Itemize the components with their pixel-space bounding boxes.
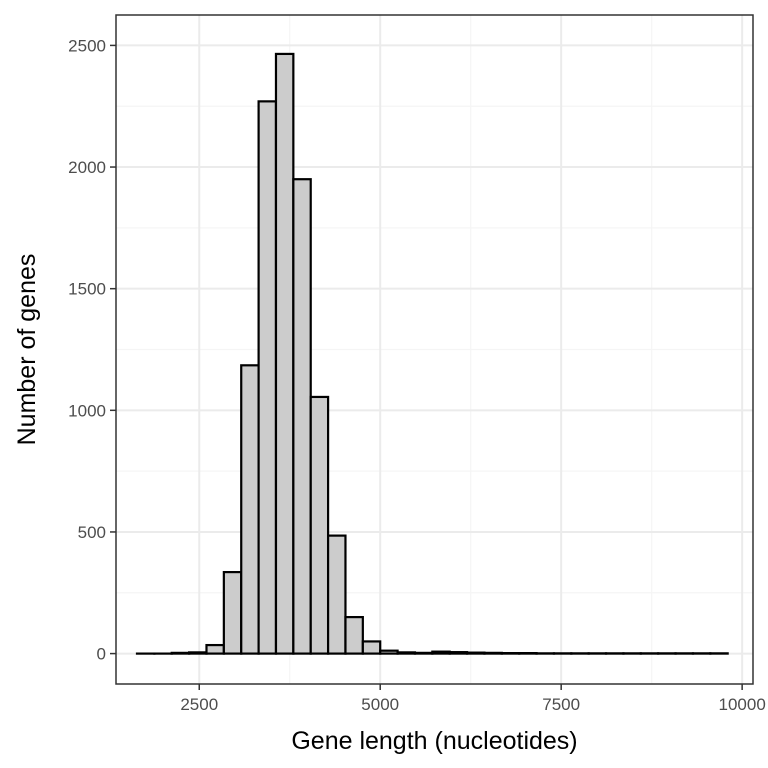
major-gridlines xyxy=(116,15,753,684)
y-axis-title: Number of genes xyxy=(13,254,41,446)
histogram-bar xyxy=(326,534,347,655)
histogram-bar xyxy=(344,615,364,655)
x-tick-label: 5000 xyxy=(361,695,399,714)
histogram-bar xyxy=(188,651,208,655)
x-tick-label: 10000 xyxy=(719,695,766,714)
y-tick-label: 1000 xyxy=(68,401,106,420)
x-tick-label: 2500 xyxy=(180,695,218,714)
panel-border xyxy=(115,14,754,685)
histogram-bar xyxy=(431,650,451,655)
y-tick-label: 1500 xyxy=(68,280,106,299)
histogram-bar xyxy=(170,651,191,655)
histogram-bar xyxy=(396,651,417,655)
histogram-bar xyxy=(483,651,503,655)
histogram-bar xyxy=(413,651,434,655)
y-tick-label: 2500 xyxy=(68,36,106,55)
histogram-bar xyxy=(379,649,399,655)
histogram-bar xyxy=(257,100,278,655)
y-tick-label: 0 xyxy=(97,645,106,664)
x-axis-title: Gene length (nucleotides) xyxy=(291,727,577,755)
histogram-bar xyxy=(222,570,243,655)
histogram-bar xyxy=(240,364,260,655)
histogram-bar xyxy=(361,640,382,655)
y-axis-ticks: 0 500 1000 1500 2000 2500 xyxy=(68,36,116,664)
histogram-bar xyxy=(292,178,312,655)
histogram-bar xyxy=(205,643,225,655)
y-tick-label: 2000 xyxy=(68,158,106,177)
x-tick-label: 7500 xyxy=(542,695,580,714)
histogram-bar xyxy=(465,651,486,655)
histogram-bar xyxy=(448,651,469,655)
histogram-bars xyxy=(135,52,729,655)
y-tick-label: 500 xyxy=(78,523,106,542)
x-axis-ticks: 2500 5000 7500 10000 xyxy=(180,684,766,714)
histogram-bar xyxy=(309,395,330,655)
histogram-bar xyxy=(274,52,295,655)
